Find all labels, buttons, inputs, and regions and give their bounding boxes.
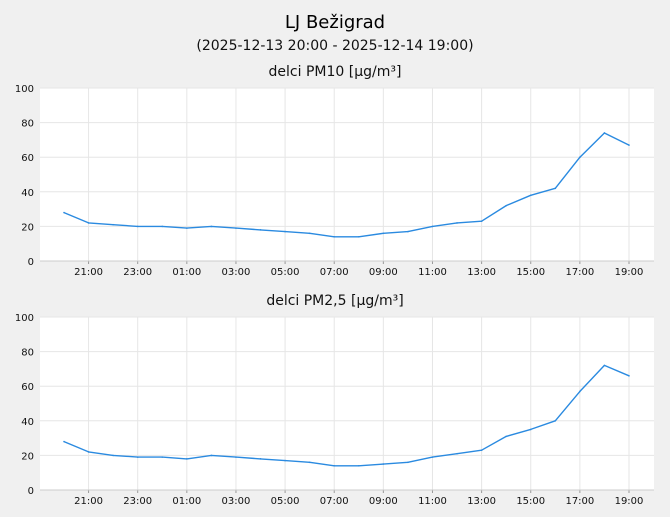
data-point bbox=[505, 435, 507, 438]
data-point bbox=[579, 156, 581, 158]
series-line bbox=[63, 132, 630, 238]
data-point bbox=[284, 230, 286, 233]
series-line bbox=[63, 364, 630, 467]
data-point bbox=[603, 132, 606, 134]
y-tick-label: 60 bbox=[21, 382, 34, 393]
x-tick-label: 17:00 bbox=[565, 267, 594, 278]
x-tick-label: 13:00 bbox=[467, 267, 496, 278]
data-point bbox=[480, 220, 483, 223]
data-point bbox=[579, 390, 581, 393]
y-tick-label: 80 bbox=[21, 119, 34, 130]
y-tick-label: 20 bbox=[21, 222, 34, 233]
x-tick-label: 03:00 bbox=[222, 496, 251, 507]
y-tick-label: 20 bbox=[21, 451, 34, 462]
y-tick-label: 0 bbox=[28, 257, 34, 268]
data-point bbox=[87, 222, 90, 224]
x-tick-label: 07:00 bbox=[320, 496, 349, 507]
data-point bbox=[112, 454, 114, 457]
data-point bbox=[505, 204, 507, 207]
data-point bbox=[431, 225, 434, 228]
x-tick-label: 21:00 bbox=[74, 496, 103, 507]
data-point bbox=[431, 456, 434, 458]
data-point bbox=[382, 232, 385, 235]
data-point bbox=[628, 144, 630, 146]
data-point bbox=[63, 211, 65, 214]
x-tick-label: 23:00 bbox=[123, 267, 152, 278]
x-tick-label: 05:00 bbox=[271, 496, 300, 507]
data-point bbox=[63, 440, 65, 443]
x-tick-label: 11:00 bbox=[418, 496, 447, 507]
data-point bbox=[186, 227, 188, 229]
x-tick-label: 17:00 bbox=[565, 496, 594, 507]
data-point bbox=[210, 225, 213, 228]
data-point bbox=[259, 229, 262, 231]
y-tick-label: 100 bbox=[15, 84, 34, 95]
x-tick-label: 13:00 bbox=[467, 496, 496, 507]
data-point bbox=[480, 449, 483, 452]
x-tick-label: 07:00 bbox=[320, 267, 349, 278]
y-tick-label: 80 bbox=[21, 348, 34, 359]
chart-title-pm25: delci PM2,5 [µg/m³] bbox=[266, 293, 404, 309]
data-point bbox=[456, 222, 458, 224]
data-point bbox=[308, 232, 311, 235]
x-tick-label: 23:00 bbox=[123, 496, 152, 507]
x-tick-label: 09:00 bbox=[369, 496, 398, 507]
x-tick-label: 15:00 bbox=[516, 267, 545, 278]
plot-area bbox=[40, 88, 654, 261]
x-tick-label: 03:00 bbox=[222, 267, 251, 278]
data-point bbox=[235, 227, 237, 229]
data-point bbox=[136, 225, 139, 228]
data-point bbox=[259, 458, 262, 460]
plot-area bbox=[40, 317, 654, 490]
data-point bbox=[112, 223, 114, 226]
x-tick-label: 09:00 bbox=[369, 267, 398, 278]
data-point bbox=[161, 225, 164, 228]
data-point bbox=[333, 235, 336, 238]
data-point bbox=[186, 458, 188, 460]
data-point bbox=[554, 420, 557, 422]
x-tick-label: 15:00 bbox=[516, 496, 545, 507]
data-point bbox=[210, 454, 213, 457]
data-point bbox=[628, 375, 630, 377]
data-point bbox=[529, 428, 532, 431]
data-point bbox=[456, 452, 458, 455]
x-tick-label: 21:00 bbox=[74, 267, 103, 278]
data-point bbox=[161, 456, 164, 458]
y-tick-label: 0 bbox=[28, 486, 34, 497]
page-title: LJ Bežigrad bbox=[284, 12, 386, 33]
data-point bbox=[235, 456, 237, 458]
chart-title-pm10: delci PM10 [µg/m³] bbox=[268, 64, 402, 80]
data-point bbox=[308, 461, 311, 464]
y-tick-label: 100 bbox=[15, 313, 34, 324]
y-tick-label: 60 bbox=[21, 153, 34, 164]
data-point bbox=[382, 463, 385, 465]
data-point bbox=[554, 187, 557, 190]
data-point bbox=[357, 235, 360, 238]
data-point bbox=[357, 464, 360, 467]
data-point bbox=[407, 230, 409, 233]
page-subtitle: (2025-12-13 20:00 - 2025-12-14 19:00) bbox=[196, 38, 474, 54]
data-point bbox=[603, 364, 606, 367]
data-point bbox=[136, 456, 139, 458]
data-point bbox=[333, 464, 336, 467]
data-point bbox=[87, 451, 90, 453]
data-point bbox=[407, 461, 409, 464]
x-tick-label: 05:00 bbox=[271, 267, 300, 278]
x-tick-label: 11:00 bbox=[418, 267, 447, 278]
x-tick-label: 19:00 bbox=[615, 496, 644, 507]
x-tick-label: 19:00 bbox=[615, 267, 644, 278]
data-point bbox=[284, 459, 286, 462]
x-tick-label: 01:00 bbox=[172, 267, 201, 278]
y-tick-label: 40 bbox=[21, 188, 34, 199]
x-tick-label: 01:00 bbox=[172, 496, 201, 507]
y-tick-label: 40 bbox=[21, 417, 34, 428]
data-point bbox=[529, 194, 532, 197]
